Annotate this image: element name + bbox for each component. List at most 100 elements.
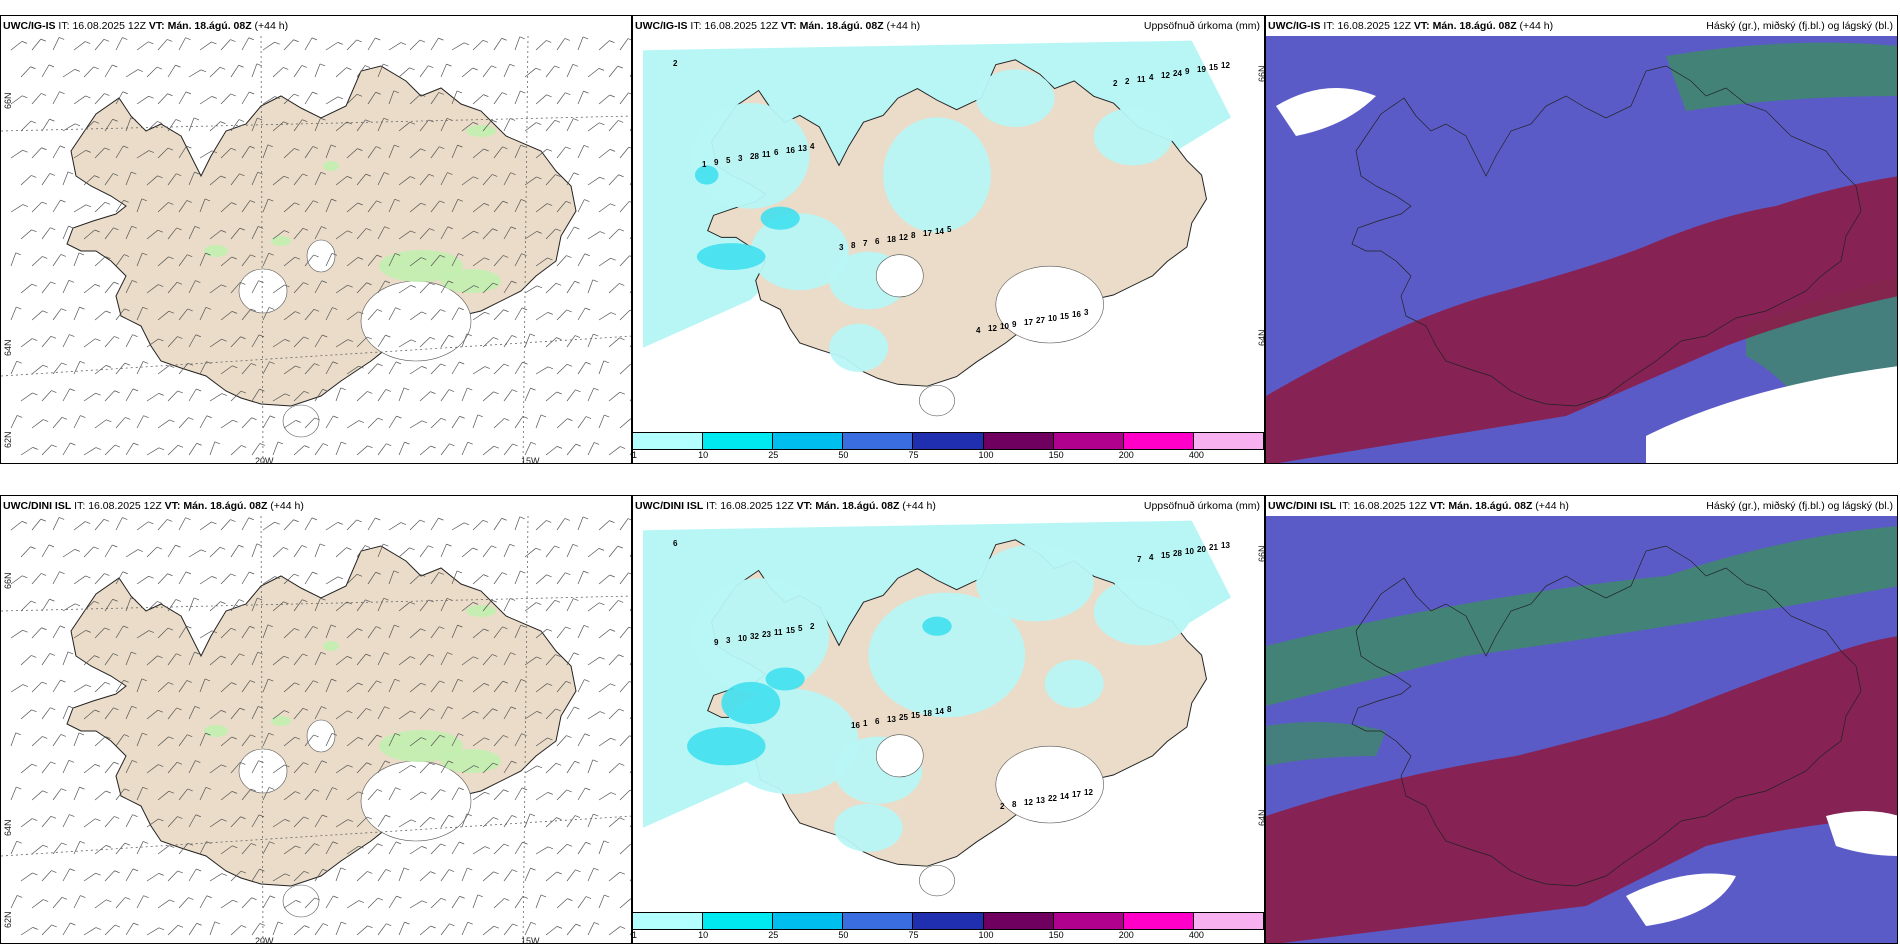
glacier [360, 760, 472, 842]
precip-value: 22 [1048, 794, 1057, 803]
precip-value: 20 [1197, 545, 1206, 554]
precip-value: 27 [1036, 316, 1045, 325]
model-name: UWC/IG-IS [3, 20, 56, 32]
glacier [306, 719, 336, 753]
precip-colorbar: 1 10 25 50 75 100 150 200 400 [632, 432, 1264, 460]
init-time: 16.08.2025 12Z [88, 500, 162, 512]
precip-value: 16 [851, 721, 860, 730]
glacier [282, 884, 320, 918]
lat-label: 62N [3, 431, 13, 448]
colorbar-tick: 10 [698, 930, 709, 940]
colorbar-tick: 150 [1048, 450, 1064, 460]
precip-value: 23 [762, 630, 771, 639]
precip-value: 2 [810, 622, 815, 631]
lead-time: (+44 h) [270, 500, 304, 512]
precip-value: 8 [1012, 800, 1017, 809]
precip-value: 4 [1149, 73, 1154, 82]
precip-heavy [687, 727, 766, 766]
valid-time: Mán. 18.ágú. 08Z [815, 500, 900, 512]
colorbar-tick: 200 [1118, 450, 1134, 460]
precip-value: 12 [1221, 61, 1230, 70]
wind-map [1, 36, 631, 463]
precip-value: 24 [1173, 69, 1182, 78]
precip-value: 13 [798, 144, 807, 153]
precip-area [750, 213, 849, 291]
precip-value: 7 [863, 239, 868, 248]
precip-value: 4 [976, 326, 981, 335]
precip-value: 25 [899, 713, 908, 722]
precip-heavy [696, 243, 766, 271]
colorbar-segment [1192, 432, 1264, 450]
precip-area [1093, 107, 1173, 166]
valid-time: Mán. 18.ágú. 08Z [799, 20, 884, 32]
graticule [1, 815, 631, 857]
init-time: 16.08.2025 12Z [704, 20, 778, 32]
precip-value: 2 [673, 59, 678, 68]
precip-value: 12 [899, 233, 908, 242]
precip-value: 14 [935, 707, 944, 716]
precip-value: 3 [1084, 308, 1089, 317]
clear-sky [1626, 873, 1736, 926]
precip-value: 13 [1036, 796, 1045, 805]
panel-precip-row2: UWC/DINI ISL IT: 16.08.2025 12Z VT: Mán.… [632, 495, 1265, 944]
precip-value: 9 [1012, 320, 1017, 329]
colorbar-segment [912, 912, 984, 930]
precip-value: 19 [1197, 65, 1206, 74]
precip-value: 9 [714, 158, 719, 167]
lead-time: (+44 h) [1519, 20, 1554, 32]
lat-label: 64N [1257, 809, 1265, 826]
colorbar-tick: 25 [768, 930, 779, 940]
lead-time: (+44 h) [1535, 500, 1569, 512]
precip-value: 6 [774, 148, 779, 157]
precip-value: 10 [1048, 314, 1057, 323]
precip-value: 15 [911, 711, 920, 720]
glacier [282, 404, 320, 438]
precip-value: 9 [714, 638, 719, 647]
colorbar-tick: 25 [768, 450, 779, 460]
precip-value: 12 [1084, 788, 1093, 797]
precip-area [868, 592, 1026, 718]
colorbar-tick: 75 [908, 930, 919, 940]
mid-cloud [1266, 636, 1897, 943]
precip-value: 11 [762, 150, 771, 159]
glacier [919, 864, 955, 897]
colorbar-tick: 1 [632, 450, 638, 460]
glacier [360, 280, 472, 362]
colorbar-tick: 150 [1048, 930, 1064, 940]
lead-time: (+44 h) [902, 500, 936, 512]
wind-shade [204, 725, 228, 737]
lat-label: 62N [3, 911, 13, 928]
panel-header: UWC/DINI ISL IT: 16.08.2025 12Z VT: Mán.… [1, 496, 631, 516]
precip-value: 13 [1221, 541, 1230, 550]
high-cloud [1266, 526, 1897, 706]
colorbar-segment [842, 432, 914, 450]
valid-time: Mán. 18.ágú. 08Z [183, 500, 268, 512]
panel-cloud-row1: UWC/IG-IS IT: 16.08.2025 12Z VT: Mán. 18… [1265, 15, 1898, 464]
colorbar-tick: 10 [698, 450, 709, 460]
precip-value: 4 [1149, 553, 1154, 562]
precip-area [692, 578, 830, 694]
iceland-land [66, 65, 577, 407]
colorbar-tick: 1 [632, 930, 638, 940]
lat-label: 66N [1257, 65, 1265, 82]
glacier [238, 268, 288, 314]
wind-barbs [10, 36, 631, 456]
precip-value: 14 [935, 227, 944, 236]
panel-wind-row1: UWC/IG-IS IT: 16.08.2025 12Z VT: Mán. 18… [0, 15, 632, 464]
colorbar-tick: 400 [1188, 450, 1204, 460]
glacier [875, 254, 924, 298]
precip-value: 2 [1125, 77, 1130, 86]
init-time: 16.08.2025 12Z [720, 500, 794, 512]
colorbar-segment [702, 912, 774, 930]
precip-title: Uppsöfnuð úrkoma (mm) [1143, 20, 1260, 32]
precip-value: 17 [1072, 790, 1081, 799]
colorbar-tick: 50 [838, 450, 849, 460]
coastline [1351, 65, 1862, 407]
precip-value: 11 [1137, 75, 1146, 84]
precip-value: 16 [786, 146, 795, 155]
precip-value: 28 [750, 152, 759, 161]
init-time: 16.08.2025 12Z [1337, 20, 1411, 32]
precip-value: 9 [1185, 67, 1190, 76]
clear-sky [1276, 88, 1376, 136]
lon-label: 20W [255, 456, 274, 464]
